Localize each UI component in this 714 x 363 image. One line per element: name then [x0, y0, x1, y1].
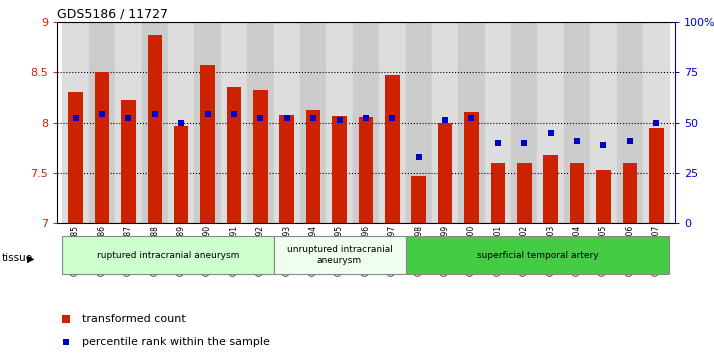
Bar — [326, 22, 353, 223]
Bar — [121, 100, 136, 223]
Bar — [332, 117, 347, 223]
Bar — [353, 22, 379, 223]
Bar — [194, 22, 221, 223]
Text: GDS5186 / 11727: GDS5186 / 11727 — [57, 8, 168, 21]
Bar — [438, 122, 453, 223]
Bar — [95, 72, 109, 223]
Bar — [649, 127, 663, 223]
Bar — [517, 163, 531, 223]
Bar — [247, 22, 273, 223]
Bar — [511, 22, 538, 223]
Bar — [69, 92, 83, 223]
Bar — [570, 163, 584, 223]
Bar — [617, 22, 643, 223]
Bar — [62, 236, 273, 274]
Bar — [358, 118, 373, 223]
Text: tissue: tissue — [2, 253, 34, 264]
Bar — [458, 22, 485, 223]
Bar — [227, 87, 241, 223]
Bar — [300, 22, 326, 223]
Text: transformed count: transformed count — [82, 314, 186, 324]
Text: superficial temporal artery: superficial temporal artery — [477, 250, 598, 260]
Bar — [253, 90, 268, 223]
Bar — [379, 22, 406, 223]
Bar — [221, 22, 247, 223]
Text: unruptured intracranial
aneurysm: unruptured intracranial aneurysm — [286, 245, 393, 265]
Text: ruptured intracranial aneurysm: ruptured intracranial aneurysm — [97, 250, 239, 260]
Bar — [385, 75, 400, 223]
Bar — [273, 22, 300, 223]
Bar — [148, 35, 162, 223]
Bar — [279, 115, 294, 223]
Bar — [643, 22, 670, 223]
Bar — [273, 236, 406, 274]
Text: percentile rank within the sample: percentile rank within the sample — [82, 337, 270, 347]
Bar — [411, 176, 426, 223]
Bar — [89, 22, 115, 223]
Bar — [590, 22, 617, 223]
Bar — [62, 22, 89, 223]
Bar — [141, 22, 168, 223]
Bar — [306, 110, 321, 223]
Bar — [432, 22, 458, 223]
Bar — [115, 22, 141, 223]
Bar — [538, 22, 564, 223]
Bar — [485, 22, 511, 223]
Bar — [406, 22, 432, 223]
Bar — [406, 236, 670, 274]
Bar — [596, 170, 610, 223]
Bar — [543, 155, 558, 223]
Bar — [564, 22, 590, 223]
Bar — [201, 65, 215, 223]
Bar — [623, 163, 637, 223]
Text: ▶: ▶ — [27, 253, 35, 264]
Bar — [168, 22, 194, 223]
Bar — [464, 113, 479, 223]
Bar — [491, 163, 505, 223]
Bar — [174, 126, 188, 223]
